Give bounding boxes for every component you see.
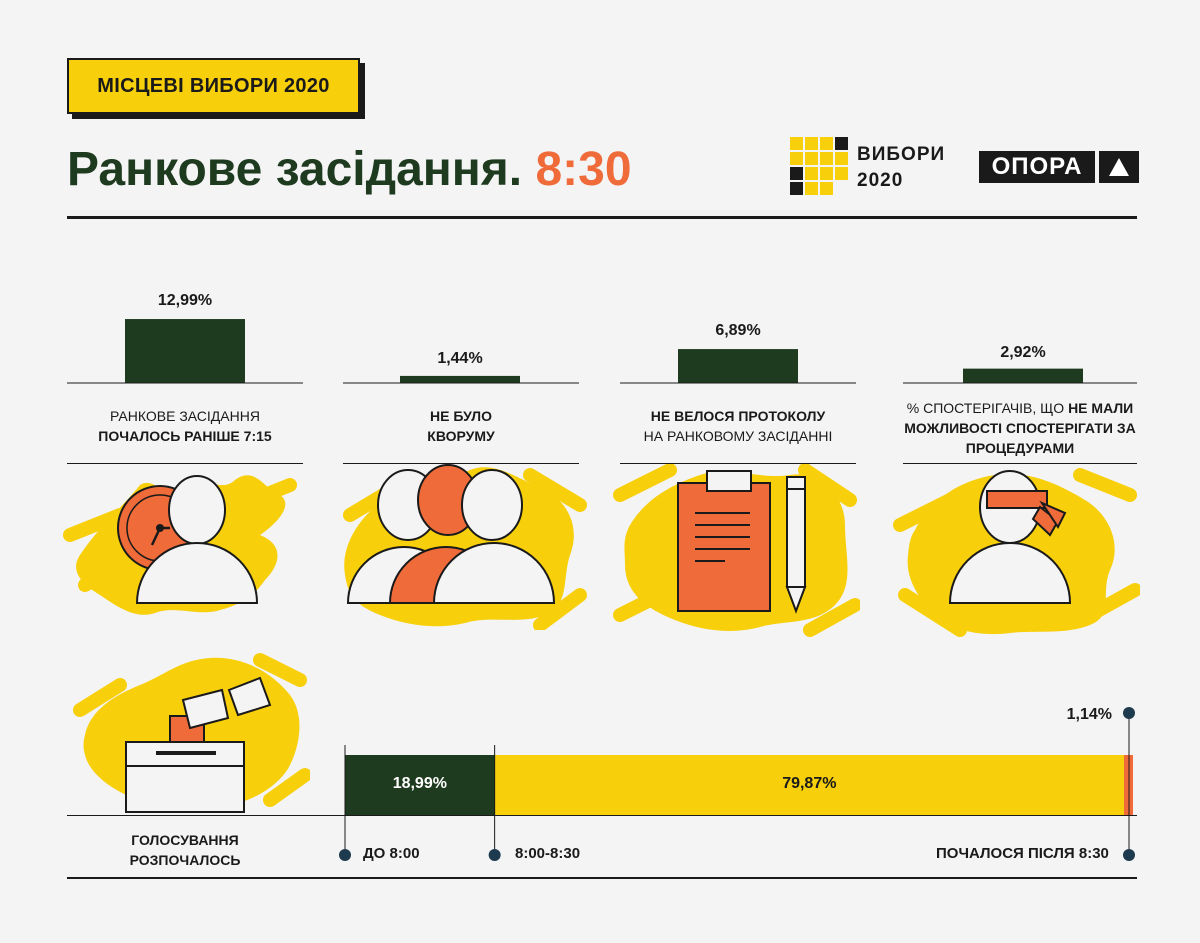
vybory-logo-icon bbox=[790, 137, 848, 195]
clock-person-icon bbox=[63, 475, 297, 615]
bar bbox=[125, 319, 245, 383]
legend-after-830: ПОЧАЛОСЯ ПІСЛЯ 8:30 bbox=[936, 845, 1109, 862]
bar-category-line: ПОЧАЛОСЬ РАНІШЕ 7:15 bbox=[98, 428, 272, 444]
voting-started-label: ГОЛОСУВАННЯ РОЗПОЧАЛОСЬ bbox=[95, 830, 275, 870]
legend-before-8: ДО 8:00 bbox=[363, 845, 420, 862]
divider bbox=[67, 463, 303, 464]
triangle-icon bbox=[1099, 151, 1139, 183]
bar-category-line: РАНКОВЕ ЗАСІДАННЯ bbox=[110, 408, 260, 424]
stacked-tick-dot bbox=[1123, 849, 1135, 861]
ballot-box-icon bbox=[73, 653, 310, 813]
opora-logo: ОПОРА bbox=[979, 151, 1139, 183]
vybory-logo-text: ВИБОРИ 2020 bbox=[857, 142, 945, 194]
blindfold-person-icon bbox=[893, 468, 1140, 637]
segment-value-label: 1,14% bbox=[1066, 706, 1112, 723]
section-badge: МІСЦЕВІ ВИБОРИ 2020 bbox=[67, 58, 360, 114]
bar bbox=[678, 349, 798, 383]
stacked-title-line: ГОЛОСУВАННЯ bbox=[131, 832, 239, 848]
bar-value-label: 2,92% bbox=[1000, 344, 1046, 361]
bar-category-line: НА РАНКОВОМУ ЗАСІДАННІ bbox=[643, 428, 833, 444]
stacked-tick-dot bbox=[1123, 707, 1135, 719]
stacked-segment bbox=[345, 755, 495, 815]
segment-value-label: 79,87% bbox=[782, 775, 837, 792]
stacked-tick-dot bbox=[488, 849, 501, 861]
bar bbox=[400, 375, 520, 383]
divider bbox=[903, 463, 1137, 464]
stacked-tick-dot bbox=[339, 849, 351, 861]
clipboard-pencil-icon bbox=[613, 463, 860, 637]
bar-category-line: НЕ БУЛО bbox=[430, 408, 492, 424]
legend-8-830: 8:00-8:30 bbox=[515, 845, 581, 862]
vybory-logo-line2: 2020 bbox=[857, 170, 904, 191]
bottom-divider bbox=[67, 877, 1137, 879]
bar-value-label: 12,99% bbox=[157, 292, 213, 309]
bar bbox=[963, 368, 1083, 383]
bar-value-label: 6,89% bbox=[715, 322, 761, 339]
stacked-segment bbox=[494, 755, 1125, 815]
title-main: Ранкове засідання. bbox=[67, 143, 523, 196]
top-divider bbox=[67, 216, 1137, 219]
page-title: Ранкове засідання. 8:30 bbox=[67, 140, 632, 200]
bar-category-label: НЕ ВЕЛОСЯ ПРОТОКОЛУ НА РАНКОВОМУ ЗАСІДАН… bbox=[620, 406, 856, 446]
segment-value-label: 18,99% bbox=[392, 775, 447, 792]
bar-category-line: % СПОСТЕРІГАЧІВ, ЩО bbox=[906, 400, 1069, 416]
opora-logo-word: ОПОРА bbox=[979, 151, 1095, 183]
divider bbox=[67, 815, 1137, 816]
bar-category-line: МОЖЛИВОСТІ СПОСТЕРІГАТИ ЗА bbox=[904, 420, 1136, 436]
divider bbox=[343, 463, 579, 464]
bar-category-line: НЕ МАЛИ bbox=[1068, 400, 1134, 416]
bar-category-label: РАНКОВЕ ЗАСІДАННЯ ПОЧАЛОСЬ РАНІШЕ 7:15 bbox=[67, 406, 303, 446]
bar-category-line: НЕ ВЕЛОСЯ ПРОТОКОЛУ bbox=[650, 408, 826, 424]
bar-category-line: КВОРУМУ bbox=[427, 428, 495, 444]
vybory-logo-line1: ВИБОРИ bbox=[857, 144, 946, 165]
title-time: 8:30 bbox=[535, 143, 632, 196]
divider bbox=[620, 463, 856, 464]
bar-category-line: ПРОЦЕДУРАМИ bbox=[965, 440, 1075, 456]
bar-category-label: % СПОСТЕРІГАЧІВ, ЩО НЕ МАЛИ МОЖЛИВОСТІ С… bbox=[897, 398, 1143, 458]
group-icon bbox=[343, 464, 587, 630]
bar-category-label: НЕ БУЛО КВОРУМУ bbox=[343, 406, 579, 446]
stacked-title-line: РОЗПОЧАЛОСЬ bbox=[129, 852, 241, 868]
bar-value-label: 1,44% bbox=[437, 350, 483, 367]
